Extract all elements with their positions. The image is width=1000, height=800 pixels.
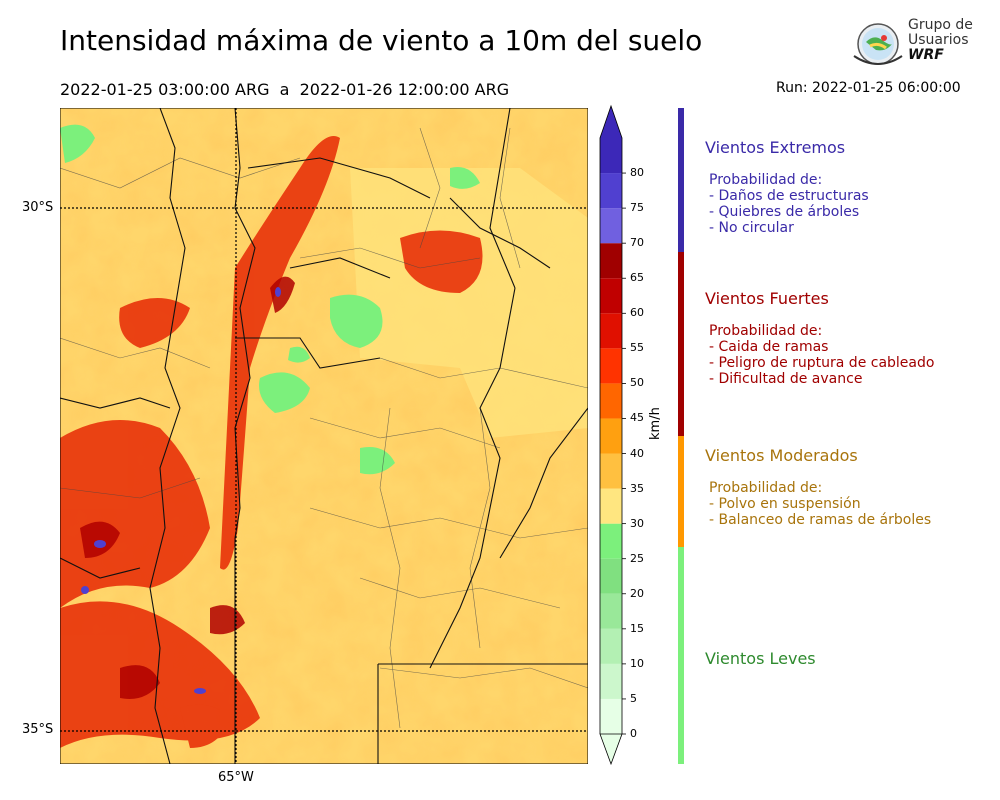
prob-item: - No circular [709, 220, 794, 236]
colorbar-tick-label: 45 [630, 411, 644, 425]
colorbar-tick-label: 5 [630, 691, 637, 705]
category-moderate-title: Vientos Moderados [705, 446, 858, 465]
colorbar-segment [600, 138, 622, 174]
colorbar-segment [600, 278, 622, 314]
category-bar-moderate [678, 436, 684, 547]
map-title: Intensidad máxima de viento a 10m del su… [60, 24, 703, 57]
lat-label-35s: 35°S [22, 722, 54, 737]
logo-line-1: Grupo de [908, 17, 973, 33]
colorbar-segment [600, 488, 622, 524]
category-strong-details: Probabilidad de: - Caida de ramas - Peli… [709, 323, 934, 387]
colorbar-tick-label: 75 [630, 201, 644, 215]
colorbar-segment [600, 313, 622, 349]
colorbar-tick-label: 10 [630, 656, 644, 670]
colorbar-segment [600, 348, 622, 384]
colorbar-extend-top [600, 106, 622, 138]
extreme-cores [81, 287, 281, 694]
forecast-period: 2022-01-25 03:00:00 ARG a 2022-01-26 12:… [60, 80, 510, 99]
wrf-logo [853, 23, 903, 65]
colorbar-segment [600, 453, 622, 489]
category-extreme-details: Probabilidad de: - Daños de estructuras … [709, 172, 869, 236]
colorbar-segment [600, 523, 622, 559]
colorbar-segment [600, 593, 622, 629]
colorbar-segment [600, 663, 622, 699]
prob-heading: Probabilidad de: [709, 323, 823, 339]
colorbar-segment [600, 698, 622, 734]
category-moderate-details: Probabilidad de: - Polvo en suspensión -… [709, 480, 931, 528]
category-light-title: Vientos Leves [705, 649, 816, 668]
colorbar [599, 104, 626, 766]
graticule [60, 108, 588, 764]
colorbar-segment [600, 558, 622, 594]
category-bar-strong [678, 252, 684, 436]
prob-heading: Probabilidad de: [709, 480, 823, 496]
lat-label-30s: 30°S [22, 200, 54, 215]
colorbar-tick-label: 15 [630, 621, 644, 635]
colorbar-tick-label: 40 [630, 446, 644, 460]
lon-label-65w: 65°W [218, 770, 254, 785]
colorbar-segment [600, 173, 622, 209]
logo-text: Grupo de Usuarios WRF [908, 18, 973, 63]
wind-map [60, 108, 588, 764]
category-bar-extreme [678, 108, 684, 252]
prob-item: - Polvo en suspensión [709, 496, 861, 512]
prob-heading: Probabilidad de: [709, 172, 823, 188]
category-strong-title: Vientos Fuertes [705, 289, 829, 308]
colorbar-tick-label: 70 [630, 236, 644, 250]
category-bar-light [678, 547, 684, 764]
colorbar-tick-label: 80 [630, 166, 644, 180]
prob-item: - Quiebres de árboles [709, 204, 860, 220]
colorbar-unit-label: km/h [648, 407, 663, 440]
colorbar-tick-label: 55 [630, 341, 644, 355]
colorbar-extend-bottom [599, 733, 623, 766]
prob-item: - Peligro de ruptura de cableado [709, 355, 935, 371]
colorbar-segment [600, 418, 622, 454]
prob-item: - Balanceo de ramas de árboles [709, 512, 932, 528]
colorbar-segment [600, 208, 622, 244]
colorbar-tick-label: 65 [630, 271, 644, 285]
colorbar-tick-label: 20 [630, 586, 644, 600]
colorbar-segment [600, 383, 622, 419]
country-borders [60, 108, 588, 764]
colorbar-segment [600, 628, 622, 664]
prob-item: - Caida de ramas [709, 339, 829, 355]
colorbar-tick-label: 0 [630, 727, 637, 740]
strong-wind-bands [60, 136, 483, 748]
light-wind-patches [60, 124, 480, 475]
prob-item: - Dificultad de avance [709, 371, 863, 387]
prob-item: - Daños de estructuras [709, 188, 869, 204]
logo-line-2: Usuarios [908, 32, 969, 48]
run-timestamp: Run: 2022-01-25 06:00:00 [776, 80, 961, 96]
category-extreme-title: Vientos Extremos [705, 138, 846, 157]
colorbar-tick-label: 50 [630, 376, 644, 390]
colorbar-tick-label: 30 [630, 516, 644, 530]
colorbar-tick-label: 60 [630, 306, 644, 320]
colorbar-tick-label: 25 [630, 551, 644, 565]
province-borders [60, 127, 588, 729]
colorbar-segment [600, 243, 622, 279]
colorbar-tick-label: 35 [630, 481, 644, 495]
logo-line-3: WRF [908, 47, 944, 63]
